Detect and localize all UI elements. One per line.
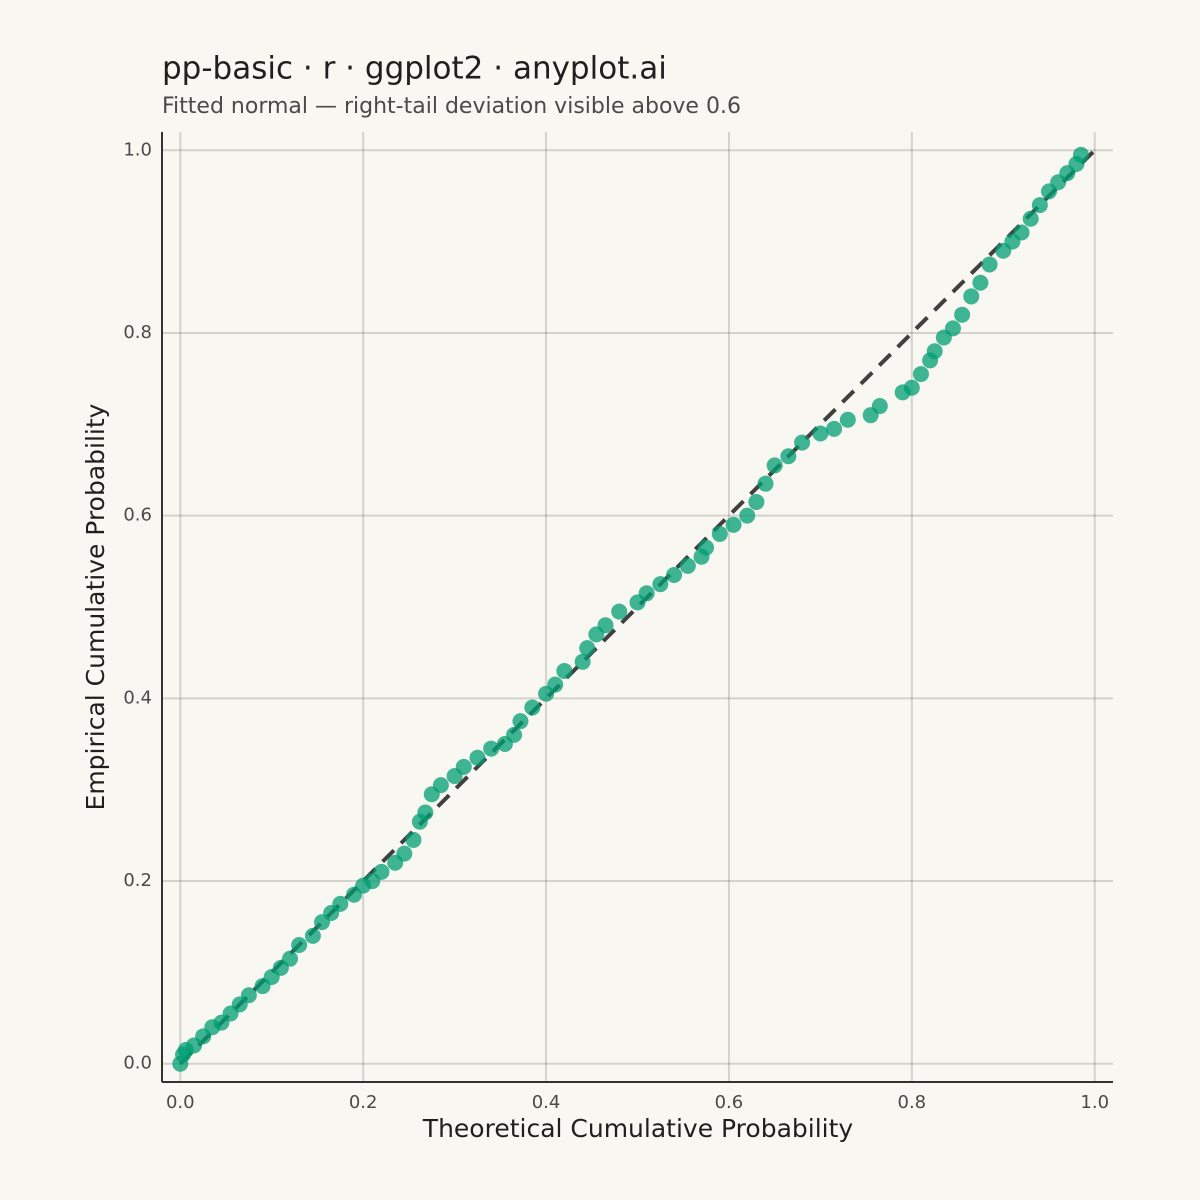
x-tick-label: 0.4 <box>532 1092 561 1113</box>
point <box>512 713 529 730</box>
point <box>373 863 390 880</box>
point <box>839 411 856 428</box>
point <box>1072 146 1089 163</box>
y-tick-label: 0.0 <box>123 1053 152 1074</box>
point <box>912 366 929 383</box>
point <box>506 726 523 743</box>
y-tick-label: 0.6 <box>123 505 152 526</box>
point <box>944 320 961 337</box>
point <box>556 662 573 679</box>
x-tick-label: 0.8 <box>898 1092 927 1113</box>
point <box>405 831 422 848</box>
point <box>748 493 765 510</box>
point <box>574 653 591 670</box>
point <box>739 507 756 524</box>
chart-subtitle: Fitted normal — right-tail deviation vis… <box>162 94 741 119</box>
y-tick-label: 0.4 <box>123 687 152 708</box>
point <box>826 420 843 437</box>
point <box>972 274 989 291</box>
x-tick-label: 0.0 <box>166 1092 195 1113</box>
point <box>666 567 683 584</box>
point <box>1031 197 1048 214</box>
point <box>240 987 257 1004</box>
point <box>757 475 774 492</box>
point <box>547 676 564 693</box>
x-axis-label: Theoretical Cumulative Probability <box>422 1114 854 1143</box>
point <box>332 895 349 912</box>
point <box>417 804 434 821</box>
point <box>780 448 797 465</box>
point <box>981 256 998 273</box>
point <box>432 777 449 794</box>
point <box>597 617 614 634</box>
point <box>579 640 596 657</box>
point <box>711 525 728 542</box>
point <box>291 936 308 953</box>
point <box>679 557 696 574</box>
y-tick-label: 0.8 <box>123 322 152 343</box>
point <box>812 425 829 442</box>
point <box>954 306 971 323</box>
point <box>469 749 486 766</box>
x-tick-label: 1.0 <box>1080 1092 1109 1113</box>
point <box>638 585 655 602</box>
x-tick-label: 0.6 <box>715 1092 744 1113</box>
point <box>483 740 500 757</box>
point <box>698 539 715 556</box>
point <box>1013 224 1030 241</box>
chart-title: pp-basic · r · ggplot2 · anyplot.ai <box>162 51 667 87</box>
point <box>871 398 888 415</box>
x-tick-label: 0.2 <box>349 1092 378 1113</box>
y-tick-label: 0.2 <box>123 870 152 891</box>
point <box>652 576 669 593</box>
point <box>524 699 541 716</box>
point <box>396 845 413 862</box>
point <box>903 379 920 396</box>
point <box>455 758 472 775</box>
point <box>725 516 742 533</box>
point <box>794 434 811 451</box>
point <box>963 288 980 305</box>
point <box>304 927 321 944</box>
y-tick-label: 1.0 <box>123 139 152 160</box>
point <box>611 603 628 620</box>
point <box>1022 210 1039 227</box>
y-axis-label: Empirical Cumulative Probability <box>81 403 110 810</box>
point <box>926 343 943 360</box>
point <box>282 950 299 967</box>
point <box>766 457 783 474</box>
